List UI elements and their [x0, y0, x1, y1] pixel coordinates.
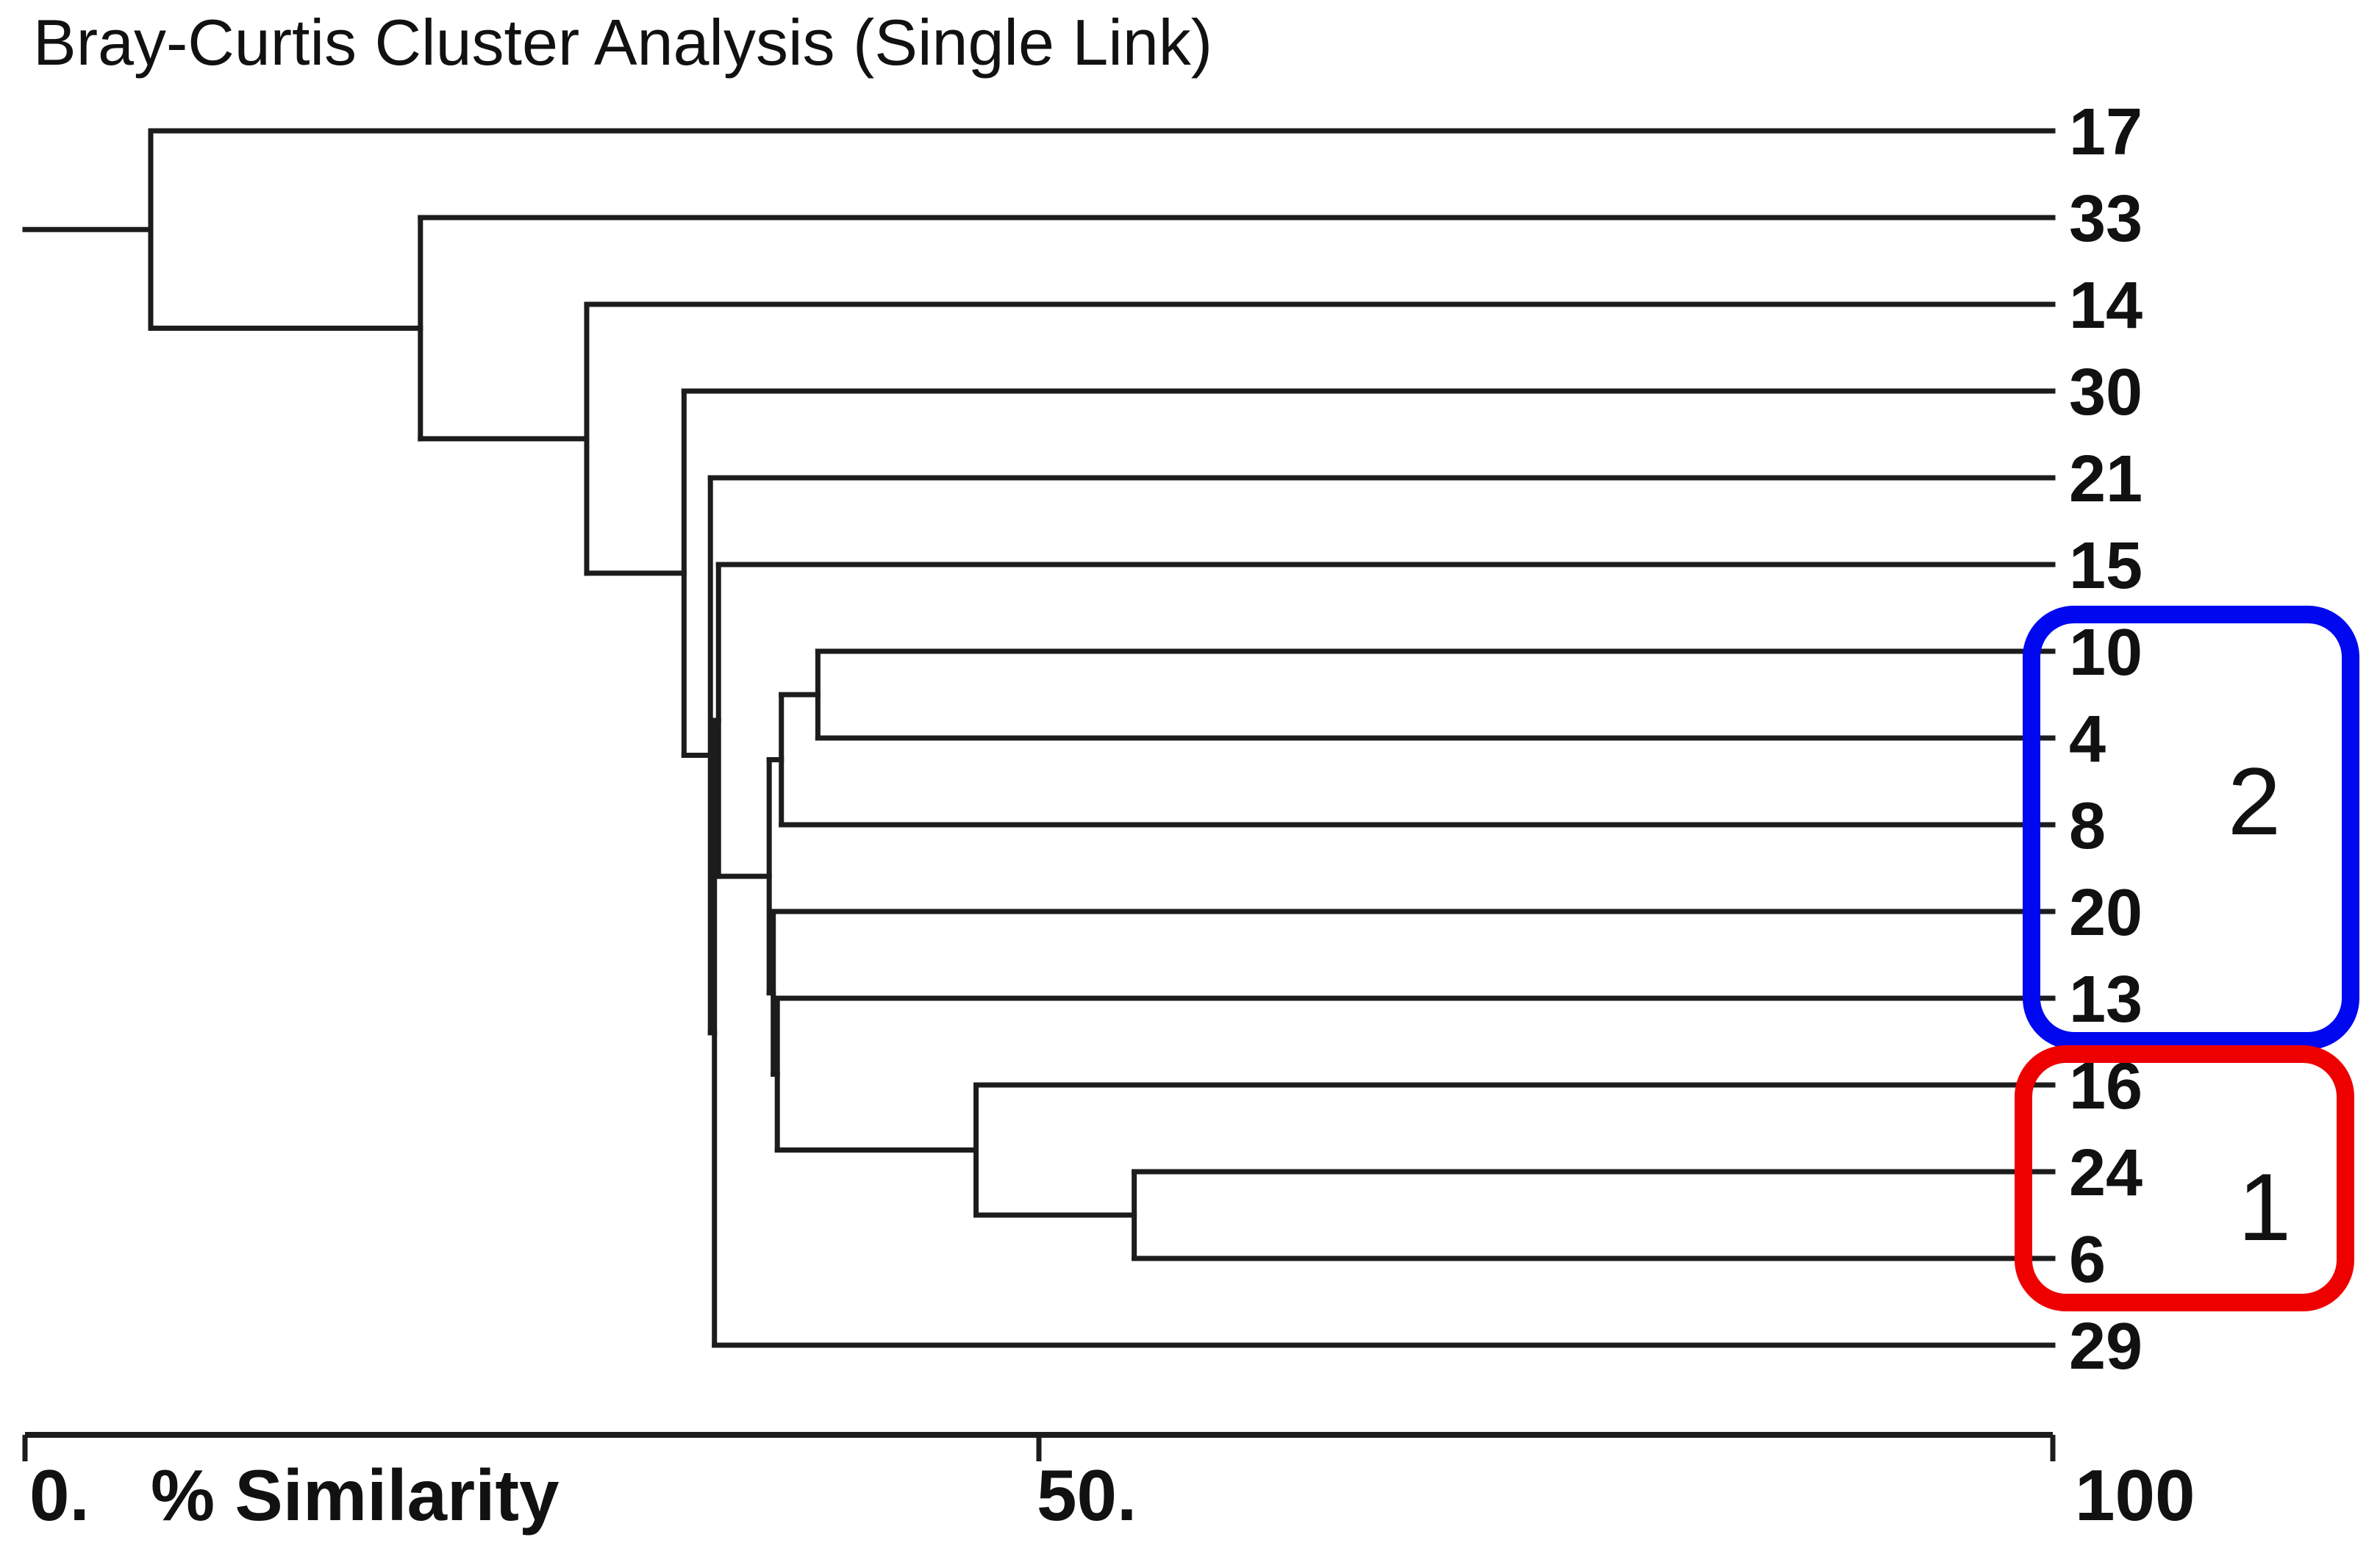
cluster-boxes: 21 — [2015, 606, 2359, 1311]
leaf-label-24: 24 — [2069, 1136, 2143, 1210]
chart-title: Bray-Curtis Cluster Analysis (Single Lin… — [33, 6, 1212, 79]
leaf-label-29: 29 — [2069, 1310, 2143, 1383]
leaf-label-8: 8 — [2069, 789, 2106, 863]
cluster-number-1: 1 — [2238, 1153, 2291, 1261]
leaf-label-30: 30 — [2069, 356, 2143, 429]
leaf-label-21: 21 — [2069, 443, 2143, 516]
leaf-label-33: 33 — [2069, 182, 2143, 256]
leaf-label-20: 20 — [2069, 876, 2143, 950]
cluster-box-2 — [2023, 606, 2359, 1050]
axis-label-50: 50. — [1037, 1455, 1137, 1536]
axis-title: % Similarity — [151, 1455, 560, 1536]
cluster-number-2: 2 — [2228, 748, 2281, 855]
similarity-axis: 0. % Similarity 50. 100 — [22, 1432, 2195, 1536]
axis-label-100: 100 — [2075, 1455, 2195, 1536]
leaf-label-10: 10 — [2069, 616, 2143, 689]
leaf-label-6: 6 — [2069, 1223, 2106, 1297]
axis-label-0: 0. — [29, 1455, 90, 1536]
leaf-label-4: 4 — [2069, 703, 2106, 776]
cluster-box-1 — [2015, 1045, 2354, 1311]
leaf-label-15: 15 — [2069, 529, 2143, 603]
leaf-label-13: 13 — [2069, 963, 2143, 1036]
dendrogram-branches — [22, 128, 2056, 1348]
leaf-label-14: 14 — [2069, 269, 2143, 343]
leaf-label-17: 17 — [2069, 96, 2143, 169]
